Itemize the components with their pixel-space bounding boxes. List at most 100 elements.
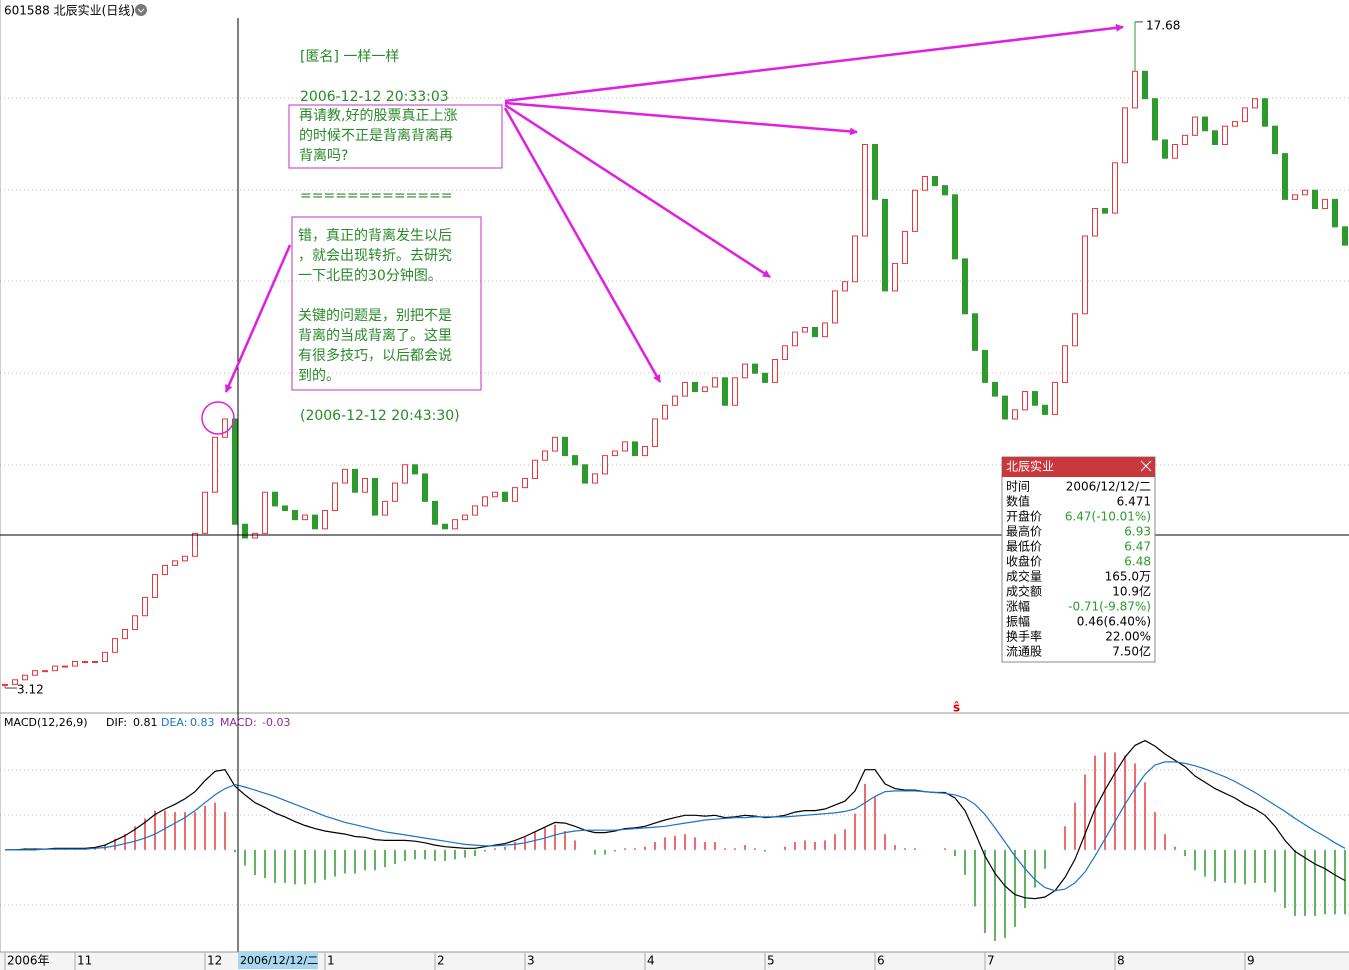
- info-label: 收盘价: [1006, 554, 1042, 569]
- candle: [1212, 130, 1218, 145]
- dif-value: 0.81: [133, 716, 158, 729]
- question-box: [288, 104, 503, 169]
- info-label: 换手率: [1006, 629, 1042, 644]
- candle: [772, 359, 778, 383]
- info-label: 最高价: [1006, 524, 1042, 539]
- info-label: 成交额: [1006, 584, 1042, 599]
- candle: [932, 176, 938, 187]
- candle: [32, 670, 38, 676]
- candle: [942, 185, 948, 196]
- dif-label: DIF:: [106, 716, 127, 729]
- info-value: 22.00%: [1105, 630, 1151, 644]
- x-tick-label: 11: [77, 954, 92, 968]
- candle: [892, 262, 898, 292]
- candle: [1312, 189, 1318, 210]
- x-tick-label: 6: [877, 954, 885, 968]
- info-value: 6.93: [1124, 525, 1151, 539]
- candle: [922, 176, 928, 191]
- candle: [552, 436, 558, 452]
- title-menu[interactable]: [135, 4, 147, 16]
- candle: [1142, 70, 1148, 100]
- arrow: [504, 101, 858, 136]
- candles: 17.68 3.12: [2, 18, 1348, 697]
- candle: [1002, 395, 1008, 420]
- ann-reply: 关键的问题是，别把不是: [298, 308, 452, 324]
- arrow: [504, 103, 771, 279]
- candle: [1222, 125, 1228, 145]
- candle: [722, 377, 728, 406]
- info-value: 10.9亿: [1112, 584, 1151, 599]
- candle: [1162, 139, 1168, 159]
- candle: [1332, 198, 1338, 228]
- candle: [1342, 226, 1348, 246]
- candle: [322, 510, 328, 530]
- candle: [1322, 198, 1328, 210]
- ann-question: 背离吗?: [299, 147, 348, 164]
- candle: [1032, 391, 1038, 406]
- candle: [302, 514, 308, 521]
- candle: [882, 198, 888, 292]
- candle: [542, 450, 548, 461]
- candle: [1242, 107, 1248, 123]
- dea-label: DEA:: [161, 716, 187, 729]
- candle: [1062, 345, 1068, 383]
- candle: [732, 377, 738, 406]
- candle: [652, 418, 658, 447]
- candle: [372, 477, 378, 516]
- candle: [412, 464, 418, 475]
- info-label: 最低价: [1006, 540, 1042, 554]
- candle: [152, 574, 158, 598]
- info-value: 7.50亿: [1112, 644, 1151, 659]
- candle: [332, 482, 338, 512]
- candle: [532, 459, 538, 479]
- candle: [1102, 208, 1108, 214]
- x-tick-label: 2: [437, 954, 445, 968]
- candle: [182, 555, 188, 562]
- ann-time2: (2006-12-12 20:43:30): [300, 408, 460, 424]
- info-label: 振幅: [1006, 614, 1030, 629]
- candle: [1152, 98, 1158, 141]
- macd-line: [5, 739, 1346, 900]
- ann-reply: 有很多技巧，以后都会说: [298, 347, 452, 364]
- candle: [232, 418, 238, 525]
- info-value: 6.47(-10.01%): [1065, 510, 1151, 524]
- candle: [142, 596, 148, 617]
- chart-title: 601588 北辰实业(日线): [4, 3, 135, 18]
- x-axis: 2006年 11 12 1 2 3 4 5 6 7 8 9: [4, 952, 1255, 970]
- candle: [1292, 194, 1298, 200]
- info-label: 数值: [1006, 494, 1030, 509]
- x-tick-label: 1: [327, 954, 335, 968]
- candle: [362, 477, 368, 493]
- candle: [92, 661, 98, 664]
- ann-question: 再请教,好的股票真正上涨: [299, 108, 457, 124]
- arrow: [503, 107, 662, 383]
- highlight-circle: [201, 401, 235, 435]
- reply-box: [291, 216, 482, 391]
- candle: [122, 628, 128, 640]
- candle: [582, 464, 588, 484]
- x-tick-label: 12: [207, 954, 222, 968]
- candle: [52, 665, 58, 672]
- candle: [252, 532, 258, 539]
- candle: [872, 143, 878, 200]
- info-close[interactable]: [1140, 460, 1152, 472]
- candle: [752, 363, 758, 374]
- candle: [202, 491, 208, 534]
- candle: [172, 560, 178, 566]
- candle: [712, 377, 718, 388]
- macd-line: [5, 761, 1346, 892]
- info-frame: [1001, 456, 1156, 663]
- candle: [792, 331, 798, 347]
- candle: [1082, 235, 1088, 315]
- candle: [832, 290, 838, 324]
- event-marker[interactable]: ŝ: [953, 701, 960, 715]
- candle: [12, 679, 18, 685]
- ann-time: 2006-12-12 20:33:03: [300, 89, 449, 105]
- candle: [432, 500, 438, 525]
- macd-panel: [5, 739, 1346, 941]
- x-tick-label: 7: [987, 954, 995, 968]
- candle: [352, 468, 358, 493]
- candle: [1232, 121, 1238, 127]
- candle: [392, 482, 398, 502]
- candle: [962, 258, 968, 315]
